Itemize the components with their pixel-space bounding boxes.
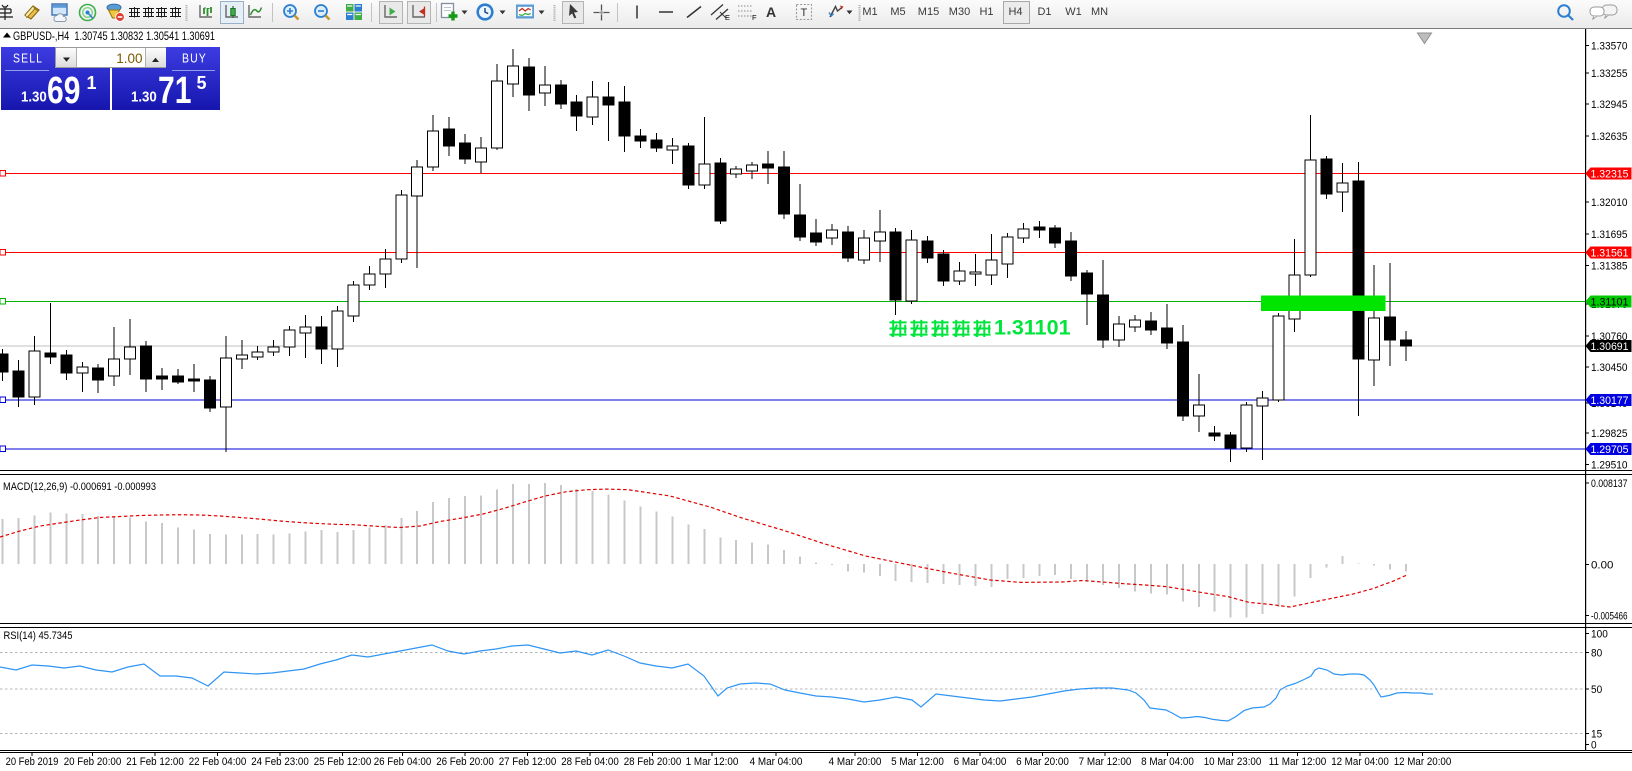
svg-text:11 Mar 12:00: 11 Mar 12:00 (1269, 756, 1327, 768)
svg-text:20 Feb 20:00: 20 Feb 20:00 (64, 756, 122, 768)
svg-text:28 Feb 04:00: 28 Feb 04:00 (561, 756, 619, 768)
svg-text:25 Feb 12:00: 25 Feb 12:00 (314, 756, 372, 768)
svg-text:MACD(12,26,9) -0.000691 -0.000: MACD(12,26,9) -0.000691 -0.000993 (3, 481, 156, 493)
svg-text:1.32010: 1.32010 (1591, 197, 1628, 209)
svg-text:F: F (752, 13, 757, 22)
svg-text:1.31385: 1.31385 (1591, 261, 1628, 273)
svg-text:-0.005466: -0.005466 (1591, 611, 1628, 623)
svg-text:0.008137: 0.008137 (1591, 478, 1628, 490)
svg-text:80: 80 (1591, 648, 1602, 660)
svg-text:1.30691: 1.30691 (1591, 341, 1629, 353)
svg-text:10 Mar 23:00: 10 Mar 23:00 (1204, 756, 1262, 768)
svg-text:6 Mar 04:00: 6 Mar 04:00 (954, 756, 1007, 768)
svg-text:1.33255: 1.33255 (1591, 68, 1628, 80)
svg-text:15: 15 (1591, 729, 1602, 741)
svg-text:1.33570: 1.33570 (1591, 41, 1628, 53)
svg-text:8 Mar 04:00: 8 Mar 04:00 (1141, 756, 1194, 768)
svg-text:50: 50 (1591, 684, 1602, 696)
svg-text:RSI(14) 45.7345: RSI(14) 45.7345 (4, 630, 73, 642)
svg-text:1.32635: 1.32635 (1591, 131, 1628, 143)
svg-text:1.32945: 1.32945 (1591, 99, 1628, 111)
svg-text:24 Feb 23:00: 24 Feb 23:00 (251, 756, 309, 768)
svg-text:26 Feb 04:00: 26 Feb 04:00 (374, 756, 432, 768)
svg-text:1.29510: 1.29510 (1591, 460, 1628, 472)
svg-text:6 Mar 20:00: 6 Mar 20:00 (1016, 756, 1069, 768)
svg-text:1.32315: 1.32315 (1591, 169, 1629, 181)
svg-text:4 Mar 04:00: 4 Mar 04:00 (750, 756, 803, 768)
svg-text:12 Mar 04:00: 12 Mar 04:00 (1331, 756, 1389, 768)
svg-text:27 Feb 12:00: 27 Feb 12:00 (499, 756, 557, 768)
svg-text:E: E (725, 13, 730, 22)
svg-text:T: T (801, 7, 808, 19)
svg-text:28 Feb 20:00: 28 Feb 20:00 (624, 756, 682, 768)
svg-text:4 Mar 20:00: 4 Mar 20:00 (829, 756, 882, 768)
svg-text:1.31101: 1.31101 (994, 316, 1071, 340)
svg-text:1.30177: 1.30177 (1591, 395, 1629, 407)
svg-text:21 Feb 12:00: 21 Feb 12:00 (126, 756, 184, 768)
svg-text:GBPUSD-,H4 1.30745 1.30832 1.: GBPUSD-,H4 1.30745 1.30832 1.30541 1.306… (13, 31, 215, 43)
svg-text:5 Mar 12:00: 5 Mar 12:00 (891, 756, 944, 768)
svg-text:1.29705: 1.29705 (1591, 444, 1629, 456)
svg-text:1.29825: 1.29825 (1591, 428, 1628, 440)
svg-text:1 Mar 12:00: 1 Mar 12:00 (686, 756, 739, 768)
svg-text:1.31561: 1.31561 (1591, 248, 1629, 260)
svg-text:0.00: 0.00 (1591, 560, 1613, 572)
svg-text:100: 100 (1591, 629, 1608, 641)
svg-text:1.31695: 1.31695 (1591, 229, 1628, 241)
svg-text:22 Feb 04:00: 22 Feb 04:00 (189, 756, 247, 768)
svg-text:0: 0 (1591, 740, 1597, 752)
svg-text:7 Mar 12:00: 7 Mar 12:00 (1079, 756, 1132, 768)
svg-text:20 Feb 2019: 20 Feb 2019 (6, 756, 59, 768)
svg-text:1.30450: 1.30450 (1591, 362, 1628, 374)
svg-text:12 Mar 20:00: 12 Mar 20:00 (1394, 756, 1452, 768)
svg-text:1.31101: 1.31101 (1591, 297, 1629, 309)
svg-text:26 Feb 20:00: 26 Feb 20:00 (436, 756, 494, 768)
